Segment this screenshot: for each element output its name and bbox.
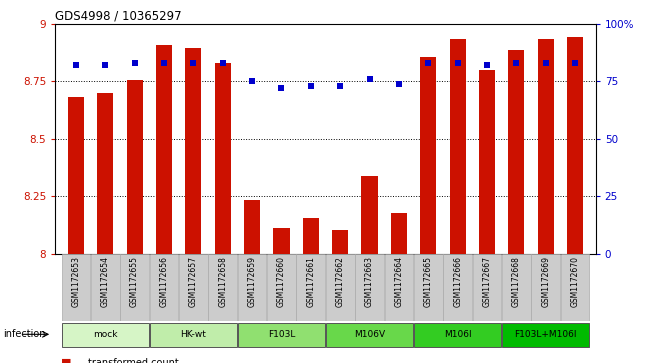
Point xyxy=(540,60,551,66)
FancyBboxPatch shape xyxy=(502,323,590,347)
Point xyxy=(247,78,257,84)
Bar xyxy=(215,63,231,254)
Text: F103L: F103L xyxy=(268,330,295,339)
Point xyxy=(159,60,169,66)
FancyBboxPatch shape xyxy=(414,254,443,321)
Point xyxy=(570,60,580,66)
Text: GSM1172666: GSM1172666 xyxy=(453,256,462,307)
Text: M106I: M106I xyxy=(444,330,471,339)
FancyBboxPatch shape xyxy=(561,254,590,321)
Bar xyxy=(450,38,465,254)
FancyBboxPatch shape xyxy=(531,254,560,321)
Bar xyxy=(126,80,143,254)
Text: M106V: M106V xyxy=(354,330,385,339)
Text: GSM1172654: GSM1172654 xyxy=(101,256,110,307)
FancyBboxPatch shape xyxy=(208,254,237,321)
FancyBboxPatch shape xyxy=(502,254,531,321)
Text: ■: ■ xyxy=(61,358,71,363)
Bar xyxy=(420,57,436,254)
Text: GSM1172667: GSM1172667 xyxy=(482,256,492,307)
Text: GSM1172663: GSM1172663 xyxy=(365,256,374,307)
Text: GSM1172668: GSM1172668 xyxy=(512,256,521,307)
Point xyxy=(394,81,404,86)
Bar xyxy=(273,228,290,254)
Text: transformed count: transformed count xyxy=(88,358,178,363)
Text: GSM1172658: GSM1172658 xyxy=(218,256,227,307)
Text: GSM1172665: GSM1172665 xyxy=(424,256,433,307)
FancyBboxPatch shape xyxy=(238,323,326,347)
Text: GSM1172670: GSM1172670 xyxy=(571,256,579,307)
Text: GSM1172653: GSM1172653 xyxy=(72,256,80,307)
FancyBboxPatch shape xyxy=(150,323,237,347)
FancyBboxPatch shape xyxy=(296,254,326,321)
Text: HK-wt: HK-wt xyxy=(180,330,206,339)
Point xyxy=(423,60,434,66)
Bar xyxy=(391,213,407,254)
FancyBboxPatch shape xyxy=(326,323,413,347)
Text: GSM1172659: GSM1172659 xyxy=(247,256,256,307)
Text: GSM1172656: GSM1172656 xyxy=(159,256,169,307)
Text: infection: infection xyxy=(3,329,46,339)
Point xyxy=(100,62,111,68)
Text: GSM1172662: GSM1172662 xyxy=(336,256,344,307)
Text: GSM1172664: GSM1172664 xyxy=(395,256,404,307)
Text: mock: mock xyxy=(93,330,118,339)
Bar xyxy=(97,93,113,254)
Point xyxy=(305,83,316,89)
Point xyxy=(365,76,375,82)
Text: GSM1172661: GSM1172661 xyxy=(307,256,315,307)
Bar xyxy=(508,50,525,254)
Bar xyxy=(68,97,84,254)
Text: GSM1172660: GSM1172660 xyxy=(277,256,286,307)
FancyBboxPatch shape xyxy=(326,254,355,321)
Bar xyxy=(303,219,319,254)
FancyBboxPatch shape xyxy=(443,254,472,321)
FancyBboxPatch shape xyxy=(355,254,384,321)
Point xyxy=(452,60,463,66)
Point xyxy=(511,60,521,66)
Bar xyxy=(156,45,172,254)
Point xyxy=(335,83,346,89)
FancyBboxPatch shape xyxy=(61,323,149,347)
FancyBboxPatch shape xyxy=(91,254,120,321)
FancyBboxPatch shape xyxy=(473,254,501,321)
FancyBboxPatch shape xyxy=(238,254,266,321)
Bar xyxy=(244,200,260,254)
Point xyxy=(188,60,199,66)
Bar xyxy=(567,37,583,254)
FancyBboxPatch shape xyxy=(267,254,296,321)
Bar xyxy=(332,230,348,254)
Bar xyxy=(186,48,201,254)
FancyBboxPatch shape xyxy=(179,254,208,321)
FancyBboxPatch shape xyxy=(150,254,178,321)
FancyBboxPatch shape xyxy=(414,323,501,347)
Bar xyxy=(479,70,495,254)
Text: GSM1172657: GSM1172657 xyxy=(189,256,198,307)
FancyBboxPatch shape xyxy=(61,254,90,321)
Text: GSM1172655: GSM1172655 xyxy=(130,256,139,307)
Point xyxy=(130,60,140,66)
Point xyxy=(71,62,81,68)
Point xyxy=(482,62,492,68)
Bar xyxy=(538,38,554,254)
Text: GDS4998 / 10365297: GDS4998 / 10365297 xyxy=(55,9,182,23)
Point xyxy=(217,60,228,66)
FancyBboxPatch shape xyxy=(120,254,149,321)
FancyBboxPatch shape xyxy=(385,254,413,321)
Text: GSM1172669: GSM1172669 xyxy=(541,256,550,307)
Bar xyxy=(361,176,378,254)
Text: F103L+M106I: F103L+M106I xyxy=(514,330,577,339)
Point xyxy=(276,85,286,91)
